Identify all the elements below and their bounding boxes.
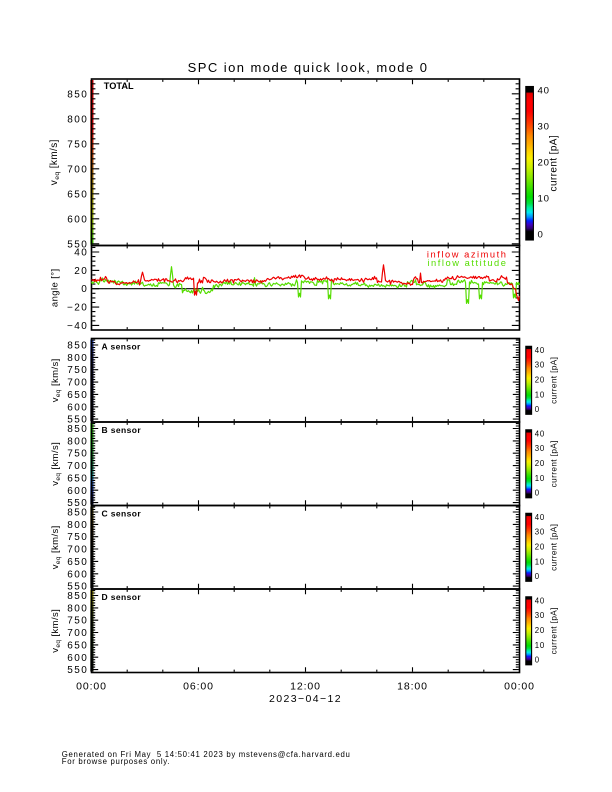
svg-text:650: 650 xyxy=(67,557,88,568)
svg-text:40: 40 xyxy=(535,596,545,605)
svg-text:750: 750 xyxy=(67,532,88,543)
svg-text:20: 20 xyxy=(535,626,545,635)
svg-text:850: 850 xyxy=(67,424,88,435)
svg-text:10: 10 xyxy=(535,390,545,399)
svg-text:750: 750 xyxy=(67,616,88,627)
svg-text:30: 30 xyxy=(535,528,545,537)
svg-text:800: 800 xyxy=(67,603,88,614)
svg-text:600: 600 xyxy=(67,653,88,664)
svg-text:0: 0 xyxy=(81,284,88,295)
svg-text:12:00: 12:00 xyxy=(290,681,321,693)
svg-text:20: 20 xyxy=(538,158,550,169)
svg-text:600: 600 xyxy=(67,569,88,580)
svg-text:650: 650 xyxy=(67,640,88,651)
svg-text:600: 600 xyxy=(67,214,88,225)
svg-text:700: 700 xyxy=(67,545,88,556)
svg-text:700: 700 xyxy=(67,461,88,472)
svg-text:20: 20 xyxy=(535,376,545,385)
svg-text:700: 700 xyxy=(67,164,88,175)
svg-text:800: 800 xyxy=(67,520,88,531)
svg-text:10: 10 xyxy=(538,194,550,205)
svg-text:0: 0 xyxy=(535,656,540,665)
svg-text:30: 30 xyxy=(535,361,545,370)
svg-text:10: 10 xyxy=(535,641,545,650)
svg-text:650: 650 xyxy=(67,189,88,200)
svg-text:850: 850 xyxy=(67,341,88,352)
svg-text:30: 30 xyxy=(535,611,545,620)
svg-text:−20: −20 xyxy=(67,303,88,314)
svg-text:0: 0 xyxy=(535,489,540,498)
svg-text:For browse purposes only.: For browse purposes only. xyxy=(62,757,170,766)
svg-text:angle [°]: angle [°] xyxy=(50,269,61,308)
svg-text:B sensor: B sensor xyxy=(102,425,142,435)
svg-text:20: 20 xyxy=(535,543,545,552)
svg-text:800: 800 xyxy=(67,114,88,125)
svg-text:650: 650 xyxy=(67,473,88,484)
svg-text:550: 550 xyxy=(67,665,88,676)
svg-text:800: 800 xyxy=(67,436,88,447)
svg-text:40: 40 xyxy=(538,85,550,96)
svg-text:850: 850 xyxy=(67,508,88,519)
svg-text:00:00: 00:00 xyxy=(504,681,535,693)
svg-text:10: 10 xyxy=(535,474,545,483)
svg-text:20: 20 xyxy=(74,266,88,277)
svg-text:550: 550 xyxy=(67,415,88,426)
svg-text:550: 550 xyxy=(67,498,88,509)
svg-text:18:00: 18:00 xyxy=(397,681,428,693)
svg-text:40: 40 xyxy=(535,346,545,355)
svg-text:40: 40 xyxy=(535,513,545,522)
svg-text:current [pA]: current [pA] xyxy=(550,607,559,654)
svg-text:0: 0 xyxy=(538,230,544,241)
svg-text:current [pA]: current [pA] xyxy=(550,524,559,571)
svg-text:0: 0 xyxy=(535,405,540,414)
svg-text:10: 10 xyxy=(535,557,545,566)
svg-text:40: 40 xyxy=(74,248,88,259)
svg-text:800: 800 xyxy=(67,353,88,364)
svg-text:550: 550 xyxy=(67,239,88,250)
svg-text:750: 750 xyxy=(67,449,88,460)
svg-text:A sensor: A sensor xyxy=(102,341,142,351)
svg-text:850: 850 xyxy=(67,89,88,100)
svg-text:700: 700 xyxy=(67,628,88,639)
svg-text:30: 30 xyxy=(538,121,550,132)
svg-text:750: 750 xyxy=(67,365,88,376)
svg-text:−40: −40 xyxy=(67,321,88,332)
svg-text:650: 650 xyxy=(67,390,88,401)
svg-text:SPC ion mode quick look, mode: SPC ion mode quick look, mode 0 xyxy=(188,60,429,75)
svg-text:current [pA]: current [pA] xyxy=(550,440,559,487)
svg-text:Generated on Fri May 5 14:50:: Generated on Fri May 5 14:50:41 2023 by … xyxy=(62,750,351,759)
svg-text:2023−04−12: 2023−04−12 xyxy=(269,693,342,705)
svg-text:600: 600 xyxy=(67,486,88,497)
svg-text:06:00: 06:00 xyxy=(183,681,214,693)
svg-text:30: 30 xyxy=(535,444,545,453)
svg-text:20: 20 xyxy=(535,459,545,468)
svg-text:550: 550 xyxy=(67,582,88,593)
svg-text:600: 600 xyxy=(67,402,88,413)
svg-text:inflow azimuth: inflow azimuth xyxy=(427,249,508,259)
svg-text:00:00: 00:00 xyxy=(76,681,107,693)
svg-text:850: 850 xyxy=(67,591,88,602)
svg-text:750: 750 xyxy=(67,139,88,150)
svg-text:current [pA]: current [pA] xyxy=(550,357,559,404)
svg-text:700: 700 xyxy=(67,378,88,389)
svg-text:current [pA]: current [pA] xyxy=(549,135,560,192)
svg-text:0: 0 xyxy=(535,572,540,581)
svg-text:D sensor: D sensor xyxy=(102,592,142,602)
svg-text:40: 40 xyxy=(535,429,545,438)
svg-text:TOTAL: TOTAL xyxy=(104,81,134,91)
svg-text:C sensor: C sensor xyxy=(102,508,142,518)
svg-text:inflow attitude: inflow attitude xyxy=(427,258,507,268)
